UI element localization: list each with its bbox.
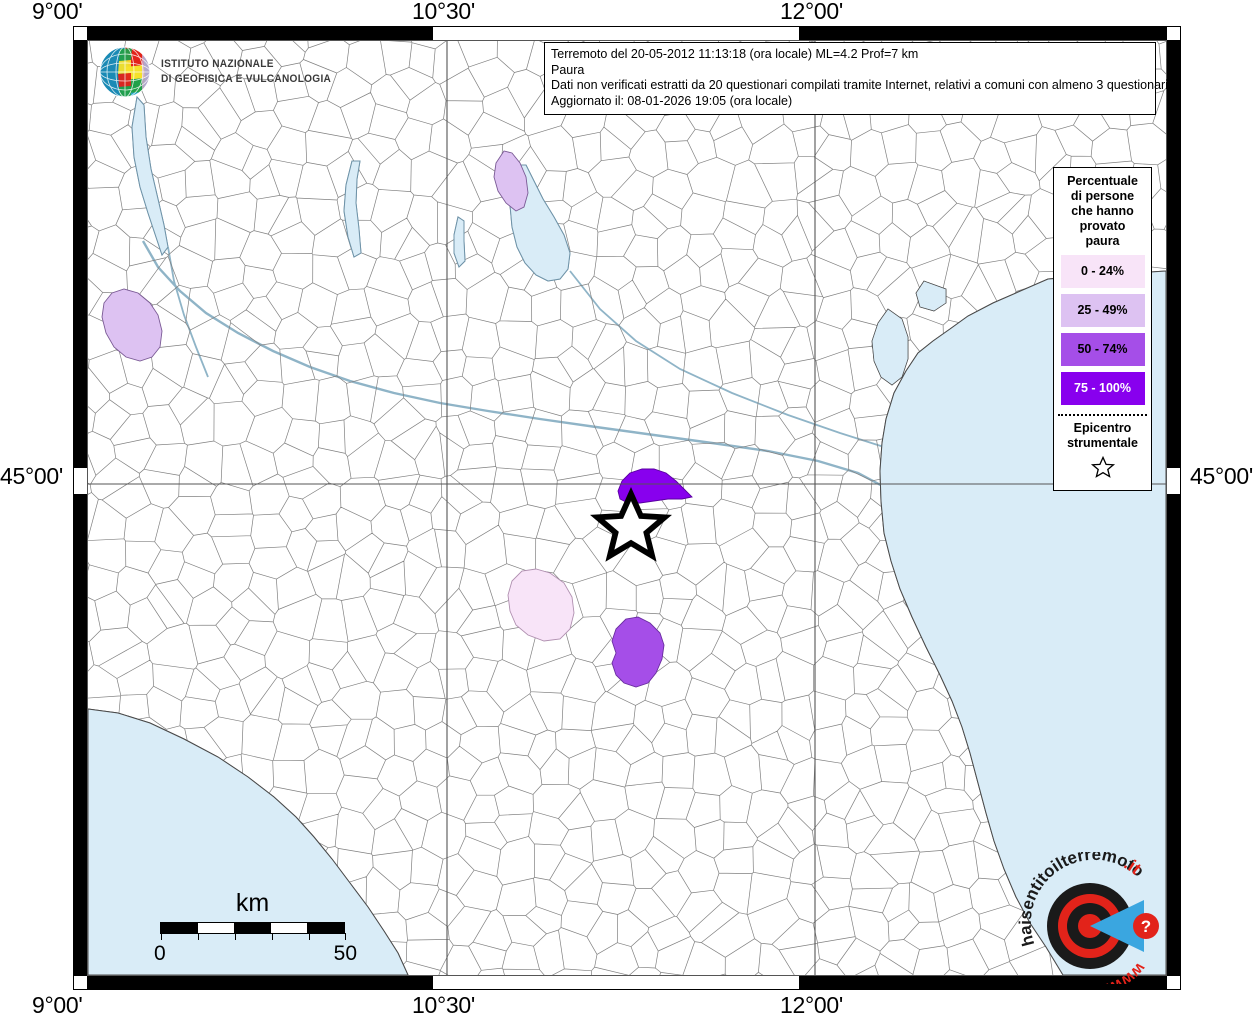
graticule-label-left: 45°00' bbox=[0, 463, 63, 489]
municipality-medium-purple-south bbox=[611, 616, 665, 688]
lake-maggiore-overlay bbox=[131, 95, 169, 257]
info-line-event: Terremoto del 20-05-2012 11:13:18 (ora l… bbox=[551, 47, 919, 61]
info-line-effect: Paura bbox=[551, 62, 585, 77]
ingv-logo-text: ISTITUTO NAZIONALE DI GEOFISICA E VULCAN… bbox=[161, 57, 331, 87]
sea-tyrrhenian-overlay bbox=[88, 708, 409, 975]
municipality-dark-purple-north-of-epicenter bbox=[617, 468, 693, 504]
ingv-globe-icon bbox=[99, 46, 151, 98]
river-adige bbox=[569, 270, 885, 448]
legend-star-outline-icon bbox=[1054, 455, 1151, 486]
scalebar-tick-40 bbox=[309, 933, 310, 940]
frame-band-right-seg-1 bbox=[1167, 467, 1180, 495]
frame-band-right-seg-0 bbox=[1167, 27, 1180, 41]
legend-swatch-0-24[interactable]: 0 - 24% bbox=[1060, 255, 1145, 288]
graticule-label-bottom-center: 10°30' bbox=[412, 992, 475, 1018]
info-line-source: Dati non verificati estratti da 20 quest… bbox=[551, 78, 1172, 93]
legend-swatch-75-100[interactable]: 75 - 100% bbox=[1060, 372, 1145, 405]
ingv-logo-line-2: DI GEOFISICA E VULCANOLOGIA bbox=[161, 73, 332, 85]
scalebar-labels: 0 50 bbox=[154, 942, 357, 965]
ingv-logo: ISTITUTO NAZIONALE DI GEOFISICA E VULCAN… bbox=[98, 45, 346, 99]
frame-band-left-seg-1 bbox=[74, 467, 87, 495]
legend-epicenter-title: Epicentro strumentale bbox=[1054, 421, 1151, 451]
scalebar-label-min: 0 bbox=[154, 942, 166, 965]
earthquake-info-box: Terremoto del 20-05-2012 11:13:18 (ora l… bbox=[544, 42, 1172, 116]
graticule-label-top-left: 9°00' bbox=[32, 0, 83, 24]
legend-epicenter-line-1: Epicentro bbox=[1073, 421, 1132, 435]
scalebar-tick-30 bbox=[272, 933, 273, 940]
legend-epicenter-line-2: strumentale bbox=[1067, 436, 1138, 450]
ingv-logo-line-1: ISTITUTO NAZIONALE bbox=[161, 58, 274, 70]
legend-divider bbox=[1058, 414, 1147, 416]
scalebar-bar bbox=[160, 922, 346, 940]
map-legend: Percentuale di persone che hanno provato… bbox=[1053, 167, 1152, 491]
legend-title-line-4: provato bbox=[1079, 219, 1126, 233]
frame-band-right-seg-2 bbox=[1167, 975, 1180, 989]
haisentitoilterremoto-logo: ? haisentitoilterremoto .it www. bbox=[1016, 845, 1168, 997]
lake-iseo-overlay bbox=[453, 216, 466, 268]
river-ticino bbox=[167, 246, 209, 378]
legend-title-line-2: di persone bbox=[1070, 189, 1135, 203]
scalebar-segment-4 bbox=[270, 923, 308, 933]
lagoon-north-overlay bbox=[915, 280, 947, 312]
scalebar-tick-50 bbox=[345, 933, 346, 940]
graticule-label-right: 45°00' bbox=[1190, 463, 1253, 489]
legend-swatch-25-49[interactable]: 25 - 49% bbox=[1060, 294, 1145, 327]
scalebar-segment-2 bbox=[197, 923, 235, 933]
cone-blue-icon bbox=[1090, 900, 1144, 952]
frame-band-left-seg-0 bbox=[74, 27, 87, 41]
river-po bbox=[141, 240, 907, 504]
lagoon-venice-overlay bbox=[871, 308, 909, 386]
scalebar-tick-20 bbox=[235, 933, 236, 940]
legend-title-line-1: Percentuale bbox=[1067, 174, 1138, 188]
lake-como-overlay bbox=[343, 160, 362, 258]
scalebar-tick-10 bbox=[198, 933, 199, 940]
municipality-light-purple-west bbox=[101, 288, 163, 362]
map-vector-layer bbox=[88, 41, 1166, 975]
epicenter-star-icon[interactable] bbox=[590, 487, 672, 562]
legend-title-line-5: paura bbox=[1085, 234, 1120, 248]
municipality-light-purple-lake-garda bbox=[493, 150, 529, 212]
question-mark-glyph: ? bbox=[1141, 917, 1151, 936]
scalebar-segment-1 bbox=[161, 923, 198, 933]
frame-band-left bbox=[74, 27, 87, 989]
scalebar-segment-3 bbox=[234, 923, 271, 933]
frame-band-bottom-seg-1 bbox=[432, 976, 800, 989]
graticule-label-bottom-right: 12°00' bbox=[780, 992, 843, 1018]
legend-title-line-3: che hanno bbox=[1071, 204, 1134, 218]
frame-band-top-seg-1 bbox=[432, 27, 800, 40]
scalebar-label-max: 50 bbox=[333, 942, 357, 965]
legend-swatch-50-74[interactable]: 50 - 74% bbox=[1060, 333, 1145, 366]
frame-band-right bbox=[1167, 27, 1180, 989]
graticule-label-bottom-left: 9°00' bbox=[32, 992, 83, 1018]
frame-band-left-seg-2 bbox=[74, 975, 87, 989]
info-line-updated: Aggiornato il: 08-01-2026 19:05 (ora loc… bbox=[551, 93, 793, 108]
municipality-pale-pink-southwest bbox=[507, 568, 575, 642]
map-canvas[interactable] bbox=[87, 40, 1167, 976]
question-badge-icon: ? bbox=[1133, 913, 1159, 939]
scalebar-tick-0 bbox=[161, 933, 162, 940]
legend-title: Percentuale di persone che hanno provato… bbox=[1054, 174, 1151, 249]
scalebar-unit-label: km bbox=[235, 889, 270, 917]
map-scalebar: km 0 50 bbox=[154, 889, 357, 965]
graticule-label-top-center: 10°30' bbox=[412, 0, 475, 24]
scalebar-segment-5 bbox=[307, 923, 344, 933]
graticule-label-top-right: 12°00' bbox=[780, 0, 843, 24]
